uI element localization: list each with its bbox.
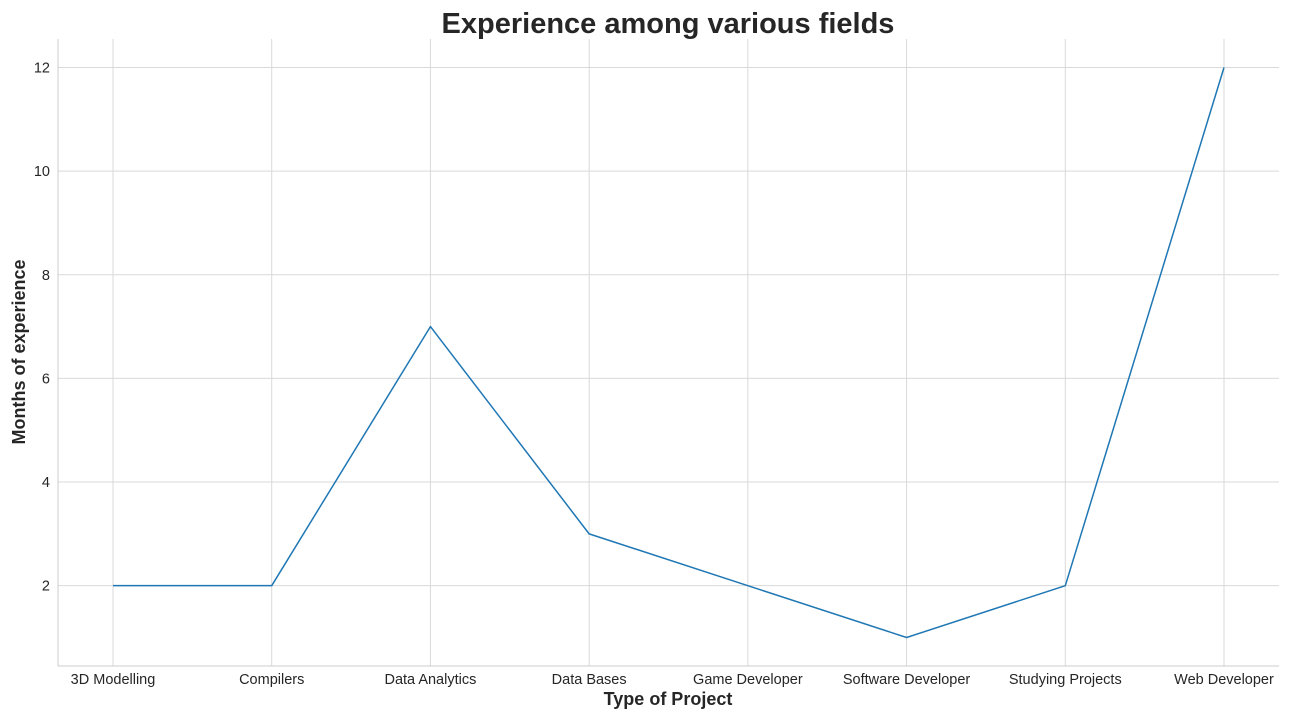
x-tick-labels: 3D Modelling Compilers Data Analytics Data … [71, 672, 1274, 688]
y-tick-labels: 2 4 6 8 10 12 [34, 61, 50, 595]
x-tick-label: Data Analytics [384, 672, 476, 688]
y-tick-label: 10 [34, 164, 50, 180]
x-tick-label: Software Developer [843, 672, 971, 688]
x-tick-label: Compilers [239, 672, 304, 688]
x-axis-label: Type of Project [604, 689, 733, 709]
x-tick-label: Studying Projects [1009, 672, 1122, 688]
y-tick-label: 12 [34, 61, 50, 77]
x-tick-label: Game Developer [693, 672, 803, 688]
axes-spines [57, 39, 1279, 667]
y-tick-label: 8 [42, 268, 50, 284]
y-tick-label: 2 [42, 579, 50, 595]
x-tick-label: Data Bases [552, 672, 627, 688]
y-tick-label: 4 [42, 475, 50, 491]
chart-title: Experience among various fields [442, 8, 895, 40]
y-tick-label: 6 [42, 371, 50, 387]
series-layer [113, 67, 1225, 639]
series-line [113, 67, 1225, 639]
x-tick-label: Web Developer [1174, 672, 1274, 688]
y-axis-label: Months of experience [9, 259, 29, 444]
grid [58, 39, 1279, 666]
x-tick-label: 3D Modelling [71, 672, 156, 688]
